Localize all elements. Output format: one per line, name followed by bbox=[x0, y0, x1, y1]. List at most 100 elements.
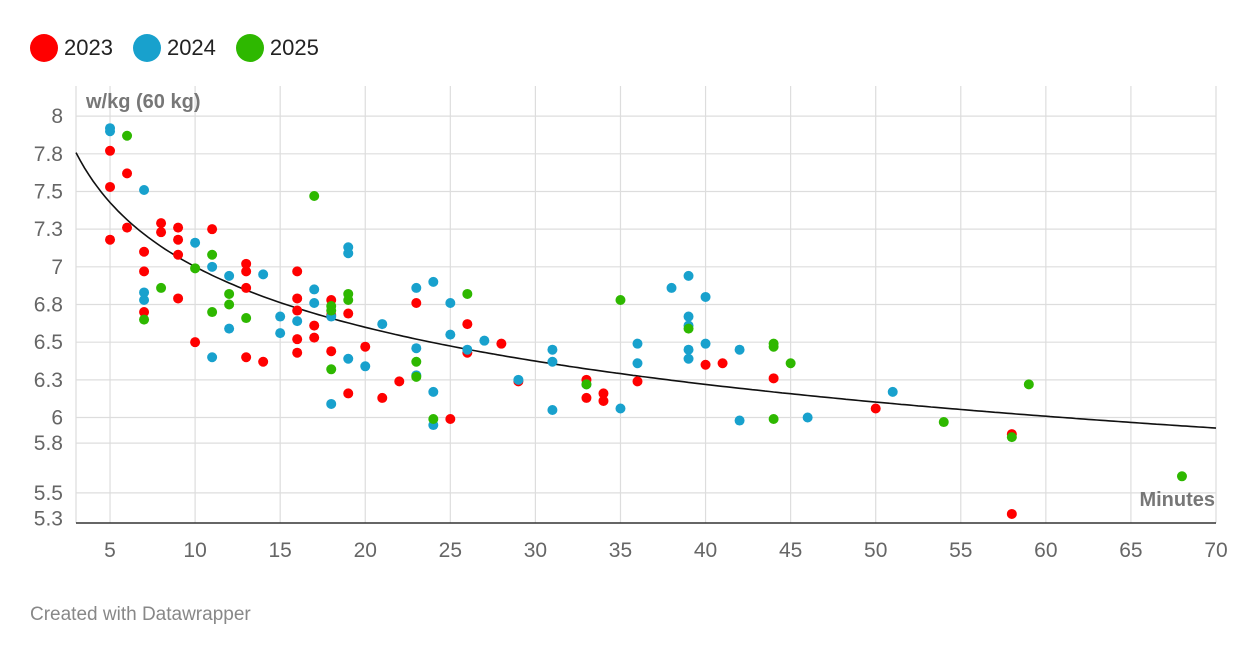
data-point-2025[interactable] bbox=[343, 294, 354, 305]
data-point-2024[interactable] bbox=[428, 276, 439, 287]
data-point-2025[interactable] bbox=[241, 313, 252, 324]
legend-item-2023[interactable]: 2023 bbox=[30, 34, 113, 62]
data-point-2024[interactable] bbox=[683, 270, 694, 281]
data-point-2023[interactable] bbox=[139, 266, 150, 277]
data-point-2023[interactable] bbox=[870, 403, 881, 414]
data-point-2023[interactable] bbox=[173, 293, 184, 304]
data-point-2023[interactable] bbox=[241, 352, 252, 363]
data-point-2023[interactable] bbox=[411, 297, 422, 308]
data-point-2023[interactable] bbox=[241, 266, 252, 277]
data-point-2025[interactable] bbox=[326, 305, 337, 316]
data-point-2023[interactable] bbox=[598, 395, 609, 406]
data-point-2025[interactable] bbox=[581, 379, 592, 390]
data-point-2024[interactable] bbox=[326, 398, 337, 409]
data-point-2025[interactable] bbox=[224, 299, 235, 310]
data-point-2024[interactable] bbox=[547, 404, 558, 415]
data-point-2024[interactable] bbox=[258, 269, 269, 280]
data-point-2023[interactable] bbox=[292, 334, 303, 345]
data-point-2025[interactable] bbox=[411, 371, 422, 382]
data-point-2025[interactable] bbox=[190, 263, 201, 274]
data-point-2024[interactable] bbox=[428, 386, 439, 397]
data-point-2025[interactable] bbox=[224, 288, 235, 299]
data-point-2025[interactable] bbox=[1006, 432, 1017, 443]
data-point-2024[interactable] bbox=[802, 412, 813, 423]
data-point-2024[interactable] bbox=[139, 294, 150, 305]
data-point-2024[interactable] bbox=[275, 328, 286, 339]
data-point-2024[interactable] bbox=[411, 343, 422, 354]
data-point-2023[interactable] bbox=[139, 307, 150, 318]
data-point-2023[interactable] bbox=[241, 282, 252, 293]
data-point-2025[interactable] bbox=[785, 358, 796, 369]
data-point-2025[interactable] bbox=[122, 130, 133, 141]
data-point-2023[interactable] bbox=[394, 376, 405, 387]
data-point-2024[interactable] bbox=[343, 353, 354, 364]
data-point-2023[interactable] bbox=[768, 373, 779, 384]
data-point-2023[interactable] bbox=[343, 308, 354, 319]
data-point-2024[interactable] bbox=[224, 323, 235, 334]
data-point-2025[interactable] bbox=[683, 323, 694, 334]
data-point-2023[interactable] bbox=[292, 266, 303, 277]
data-point-2023[interactable] bbox=[377, 392, 388, 403]
data-point-2024[interactable] bbox=[547, 344, 558, 355]
data-point-2024[interactable] bbox=[445, 297, 456, 308]
data-point-2023[interactable] bbox=[462, 319, 473, 330]
data-point-2024[interactable] bbox=[683, 344, 694, 355]
data-point-2023[interactable] bbox=[700, 359, 711, 370]
data-point-2024[interactable] bbox=[445, 329, 456, 340]
data-point-2024[interactable] bbox=[683, 311, 694, 322]
data-point-2025[interactable] bbox=[326, 364, 337, 375]
data-point-2023[interactable] bbox=[581, 392, 592, 403]
data-point-2025[interactable] bbox=[768, 341, 779, 352]
data-point-2023[interactable] bbox=[1006, 508, 1017, 519]
data-point-2025[interactable] bbox=[462, 288, 473, 299]
data-point-2024[interactable] bbox=[547, 356, 558, 367]
data-point-2024[interactable] bbox=[734, 415, 745, 426]
data-point-2024[interactable] bbox=[632, 358, 643, 369]
data-point-2023[interactable] bbox=[717, 358, 728, 369]
data-point-2023[interactable] bbox=[190, 337, 201, 348]
data-point-2024[interactable] bbox=[377, 319, 388, 330]
data-point-2024[interactable] bbox=[190, 237, 201, 248]
data-point-2024[interactable] bbox=[309, 297, 320, 308]
data-point-2025[interactable] bbox=[207, 249, 218, 260]
data-point-2023[interactable] bbox=[173, 222, 184, 233]
data-point-2025[interactable] bbox=[1176, 471, 1187, 482]
data-point-2023[interactable] bbox=[309, 320, 320, 331]
data-point-2024[interactable] bbox=[632, 338, 643, 349]
data-point-2023[interactable] bbox=[156, 218, 167, 229]
data-point-2024[interactable] bbox=[700, 338, 711, 349]
data-point-2023[interactable] bbox=[173, 234, 184, 245]
data-point-2025[interactable] bbox=[615, 294, 626, 305]
data-point-2024[interactable] bbox=[360, 361, 371, 372]
data-point-2025[interactable] bbox=[938, 417, 949, 428]
data-point-2023[interactable] bbox=[343, 388, 354, 399]
data-point-2024[interactable] bbox=[411, 282, 422, 293]
data-point-2025[interactable] bbox=[411, 356, 422, 367]
data-point-2023[interactable] bbox=[105, 181, 116, 192]
data-point-2025[interactable] bbox=[139, 314, 150, 325]
data-point-2025[interactable] bbox=[428, 414, 439, 425]
data-point-2023[interactable] bbox=[309, 332, 320, 343]
data-point-2023[interactable] bbox=[122, 222, 133, 233]
data-point-2024[interactable] bbox=[105, 126, 116, 137]
data-point-2023[interactable] bbox=[173, 249, 184, 260]
data-point-2023[interactable] bbox=[156, 227, 167, 238]
data-point-2024[interactable] bbox=[309, 284, 320, 295]
data-point-2024[interactable] bbox=[292, 316, 303, 327]
data-point-2023[interactable] bbox=[360, 341, 371, 352]
data-point-2024[interactable] bbox=[343, 248, 354, 259]
data-point-2024[interactable] bbox=[700, 291, 711, 302]
data-point-2024[interactable] bbox=[887, 386, 898, 397]
data-point-2023[interactable] bbox=[292, 305, 303, 316]
data-point-2024[interactable] bbox=[224, 270, 235, 281]
data-point-2024[interactable] bbox=[666, 282, 677, 293]
data-point-2024[interactable] bbox=[139, 287, 150, 298]
legend-item-2024[interactable]: 2024 bbox=[132, 34, 216, 62]
data-point-2023[interactable] bbox=[105, 234, 116, 245]
data-point-2023[interactable] bbox=[122, 168, 133, 179]
data-point-2023[interactable] bbox=[326, 346, 337, 357]
data-point-2023[interactable] bbox=[496, 338, 507, 349]
legend-item-2025[interactable]: 2025 bbox=[235, 34, 319, 62]
data-point-2024[interactable] bbox=[513, 374, 524, 385]
data-point-2023[interactable] bbox=[445, 414, 456, 425]
